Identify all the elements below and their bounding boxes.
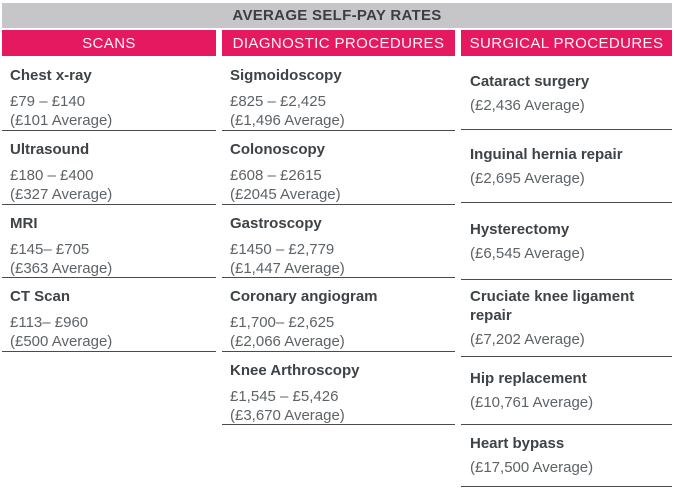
table-row: Inguinal hernia repair (£2,695 Average) (461, 130, 672, 203)
column-header-scans: SCANS (2, 30, 216, 56)
table-row: Gastroscopy £1450 – £2,779 (£1,447 Avera… (222, 205, 455, 278)
price-average: (£6,545 Average) (470, 244, 585, 262)
price-average: (£363 Average) (10, 260, 113, 277)
page-title: AVERAGE SELF-PAY RATES (232, 7, 442, 24)
table-row: Knee Arthroscopy £1,545 – £5,426 (£3,670… (222, 352, 455, 425)
price-range: £1,545 – £5,426 (230, 388, 339, 405)
price-average: (£101 Average) (10, 112, 113, 129)
price-average: (£327 Average) (10, 186, 113, 203)
procedure-name: Hysterectomy (470, 220, 570, 238)
procedure-name: Colonoscopy (230, 141, 326, 158)
table-row: Sigmoidoscopy £825 – £2,425 (£1,496 Aver… (222, 57, 455, 131)
column-header-surgical-procedures: SURGICAL PROCEDURES (461, 30, 672, 56)
price-range: £79 – £140 (10, 93, 86, 110)
price-average: (£10,761 Average) (470, 394, 594, 411)
price-range: £145– £705 (10, 241, 90, 258)
procedure-name: CT Scan (10, 288, 71, 305)
column-header-diagnostic-procedures: DIAGNOSTIC PROCEDURES (222, 30, 455, 56)
table-row: Cruciate knee ligament repair (£7,202 Av… (461, 280, 672, 357)
table-row: Heart bypass (£17,500 Average) (461, 425, 672, 487)
procedure-name: Ultrasound (10, 141, 90, 158)
price-average: (£17,500 Average) (470, 459, 594, 476)
table-title-bar: AVERAGE SELF-PAY RATES (2, 3, 672, 28)
procedure-name: Inguinal hernia repair (470, 145, 623, 163)
price-average: (£2,066 Average) (230, 333, 345, 350)
procedure-name: Sigmoidoscopy (230, 67, 342, 84)
price-average: (£2,695 Average) (470, 169, 585, 187)
procedure-name: Cruciate knee ligament repair (470, 288, 635, 324)
procedure-name: Knee Arthroscopy (230, 362, 360, 379)
price-average: (£7,202 Average) (470, 331, 585, 348)
table-row: Ultrasound £180 – £400 (£327 Average) (2, 131, 216, 205)
table-row: Colonoscopy £608 – £2615 (£2045 Average) (222, 131, 455, 205)
table-row: Chest x-ray £79 – £140 (£101 Average) (2, 57, 216, 131)
price-average: (£1,496 Average) (230, 112, 345, 129)
price-average: (£3,670 Average) (230, 407, 345, 424)
column-diagnostic-procedures: DIAGNOSTIC PROCEDURES Sigmoidoscopy £825… (222, 30, 455, 487)
price-range: £1450 – £2,779 (230, 241, 335, 258)
procedure-name: MRI (10, 215, 38, 232)
table-row: Coronary angiogram £1,700– £2,625 (£2,06… (222, 278, 455, 352)
procedure-name: Hip replacement (470, 370, 587, 387)
procedure-name: Coronary angiogram (230, 288, 378, 305)
table-row: MRI £145– £705 (£363 Average) (2, 205, 216, 278)
table-row: Hysterectomy (£6,545 Average) (461, 203, 672, 280)
procedure-name: Chest x-ray (10, 67, 92, 84)
price-average: (£2045 Average) (230, 186, 341, 203)
price-average: (£500 Average) (10, 333, 113, 350)
column-surgical-procedures: SURGICAL PROCEDURES Cataract surgery (£2… (461, 30, 672, 487)
price-average: (£2,436 Average) (470, 96, 585, 114)
procedure-name: Gastroscopy (230, 215, 322, 232)
procedure-name: Heart bypass (470, 435, 565, 452)
procedure-name: Cataract surgery (470, 72, 590, 90)
price-range: £113– £960 (10, 314, 89, 331)
price-range: £1,700– £2,625 (230, 314, 335, 331)
table-row: Cataract surgery (£2,436 Average) (461, 57, 672, 130)
table-columns: SCANS Chest x-ray £79 – £140 (£101 Avera… (2, 30, 672, 487)
table-row: Hip replacement (£10,761 Average) (461, 357, 672, 425)
price-average: (£1,447 Average) (230, 260, 345, 277)
column-scans: SCANS Chest x-ray £79 – £140 (£101 Avera… (2, 30, 216, 487)
price-range: £180 – £400 (10, 167, 94, 184)
table-row: CT Scan £113– £960 (£500 Average) (2, 278, 216, 352)
price-range: £608 – £2615 (230, 167, 322, 184)
price-range: £825 – £2,425 (230, 93, 326, 110)
